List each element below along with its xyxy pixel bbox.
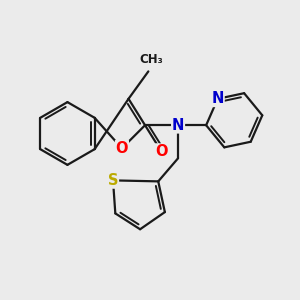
Text: CH₃: CH₃	[139, 53, 163, 66]
Text: O: O	[155, 144, 168, 159]
Text: S: S	[108, 173, 118, 188]
Text: N: N	[172, 118, 184, 133]
Text: N: N	[212, 91, 224, 106]
Text: O: O	[116, 141, 128, 156]
